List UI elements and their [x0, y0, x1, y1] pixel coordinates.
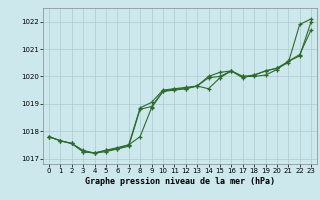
- X-axis label: Graphe pression niveau de la mer (hPa): Graphe pression niveau de la mer (hPa): [85, 177, 275, 186]
